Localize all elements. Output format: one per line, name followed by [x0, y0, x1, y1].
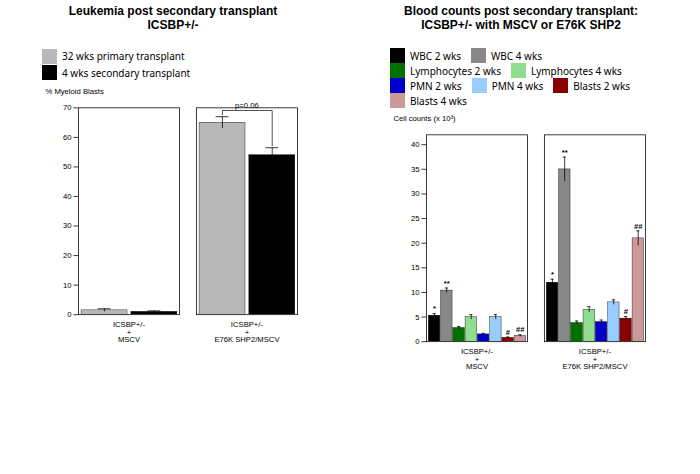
svg-text:70: 70: [63, 103, 72, 112]
svg-text:0: 0: [67, 310, 71, 319]
html-text:WBC 2 wks: WBC 2 wks: [410, 48, 461, 63]
svg-text:ICSBP+/-+MSCV: ICSBP+/-+MSCV: [461, 347, 494, 371]
svg-text:30: 30: [63, 221, 72, 230]
svg-text:35: 35: [411, 165, 420, 174]
svg-text:*: *: [551, 270, 554, 279]
svg-text:25: 25: [411, 214, 420, 223]
html-text:WBC 4 wks: WBC 4 wks: [491, 48, 543, 63]
svg-text:**: **: [562, 148, 568, 157]
html-text:Blood counts post secondary tr: Blood counts post secondary transplant: …: [404, 4, 638, 32]
svg-text:10: 10: [411, 288, 420, 297]
html-text:4 wks secondary transplant: 4 wks secondary transplant: [62, 65, 191, 80]
svg-text:ICSBP+/-+E76K SHP2/MSCV: ICSBP+/-+E76K SHP2/MSCV: [214, 320, 280, 344]
svg-text:#: #: [506, 328, 511, 337]
svg-text:**: **: [444, 279, 450, 288]
svg-text:##: ##: [634, 222, 643, 231]
svg-text:40: 40: [63, 192, 72, 201]
svg-text:#: #: [624, 307, 629, 316]
html-text:PMN 4 wks: PMN 4 wks: [491, 78, 544, 93]
svg-text:ICSBP+/-+MSCV: ICSBP+/-+MSCV: [113, 320, 146, 344]
svg-text:20: 20: [63, 251, 72, 260]
svg-text:5: 5: [415, 313, 419, 322]
svg-text:0: 0: [415, 337, 419, 346]
svg-text:40: 40: [411, 140, 420, 149]
svg-text:##: ##: [516, 325, 525, 334]
html-text:Blasts 4 wks: Blasts 4 wks: [410, 93, 467, 108]
svg-text:60: 60: [63, 133, 72, 142]
svg-text:% Myeloid Blasts: % Myeloid Blasts: [45, 87, 103, 96]
svg-text:20: 20: [411, 239, 420, 248]
html-text:32 wks primary transplant: 32 wks primary transplant: [62, 49, 185, 64]
svg-text:30: 30: [411, 189, 420, 198]
html-text:Lymphocytes 2 wks: Lymphocytes 2 wks: [410, 63, 501, 78]
svg-text:50: 50: [63, 162, 72, 171]
html-text:Lymphocytes 4 wks: Lymphocytes 4 wks: [530, 63, 622, 78]
svg-text:10: 10: [63, 281, 72, 290]
svg-text:Cell counts (x 10³): Cell counts (x 10³): [393, 114, 456, 123]
html-text:Blasts 2 wks: Blasts 2 wks: [573, 78, 631, 93]
svg-text:15: 15: [411, 263, 420, 272]
svg-text:p=0.06: p=0.06: [235, 101, 259, 110]
svg-text:*: *: [433, 304, 436, 313]
html-text:PMN 2 wks: PMN 2 wks: [410, 78, 462, 93]
html-text:Leukemia post secondary transp: Leukemia post secondary transplant ICSBP…: [68, 4, 278, 32]
svg-text:ICSBP+/-+E76K SHP2/MSCV: ICSBP+/-+E76K SHP2/MSCV: [562, 347, 628, 371]
